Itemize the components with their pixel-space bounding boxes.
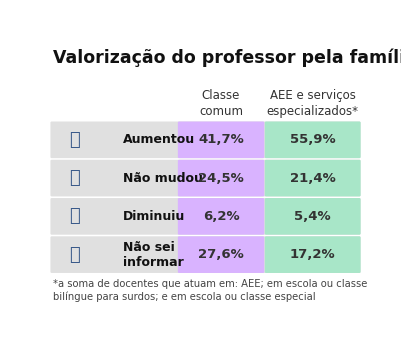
Text: AEE e serviços
especializados*: AEE e serviços especializados* bbox=[267, 89, 359, 118]
Text: 17,2%: 17,2% bbox=[290, 248, 336, 261]
Text: Valorização do professor pela família: Valorização do professor pela família bbox=[53, 49, 401, 67]
Text: Classe
comum: Classe comum bbox=[199, 89, 243, 118]
Text: Aumentou: Aumentou bbox=[123, 133, 195, 146]
Text: 41,7%: 41,7% bbox=[198, 133, 244, 146]
FancyBboxPatch shape bbox=[51, 121, 360, 158]
Text: 27,6%: 27,6% bbox=[198, 248, 244, 261]
FancyBboxPatch shape bbox=[51, 160, 360, 196]
Text: *a soma de docentes que atuam em: AEE; em escola ou classe
bilíngue para surdos;: *a soma de docentes que atuam em: AEE; e… bbox=[53, 279, 368, 302]
FancyBboxPatch shape bbox=[51, 236, 360, 273]
Text: 5,4%: 5,4% bbox=[294, 210, 331, 223]
FancyBboxPatch shape bbox=[265, 198, 360, 235]
FancyBboxPatch shape bbox=[178, 160, 264, 196]
Text: 👎: 👎 bbox=[70, 207, 80, 225]
FancyBboxPatch shape bbox=[265, 236, 360, 273]
FancyBboxPatch shape bbox=[178, 121, 264, 158]
Text: 24,5%: 24,5% bbox=[198, 172, 244, 184]
Text: Não mudou: Não mudou bbox=[123, 172, 203, 184]
FancyBboxPatch shape bbox=[265, 121, 360, 158]
FancyBboxPatch shape bbox=[178, 198, 264, 235]
Text: 🧑: 🧑 bbox=[70, 246, 80, 264]
Text: 🖐: 🖐 bbox=[70, 169, 80, 187]
FancyBboxPatch shape bbox=[178, 236, 264, 273]
Text: 55,9%: 55,9% bbox=[290, 133, 336, 146]
Text: 👍: 👍 bbox=[70, 131, 80, 149]
Text: Diminuiu: Diminuiu bbox=[123, 210, 185, 223]
Text: 6,2%: 6,2% bbox=[203, 210, 239, 223]
Text: 21,4%: 21,4% bbox=[290, 172, 336, 184]
FancyBboxPatch shape bbox=[265, 160, 360, 196]
Text: Não sei
informar: Não sei informar bbox=[123, 241, 184, 269]
FancyBboxPatch shape bbox=[51, 198, 360, 235]
